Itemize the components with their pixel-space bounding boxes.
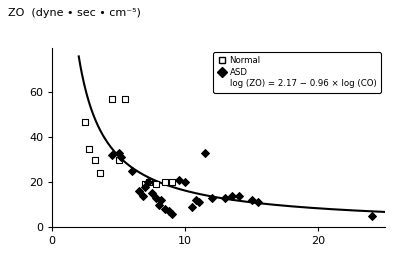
Point: [136, 189, 142, 193]
Point: [129, 169, 135, 173]
Point: [166, 209, 172, 213]
Point: [118, 155, 125, 159]
Point: [109, 97, 115, 101]
Point: [146, 180, 152, 184]
Point: [209, 196, 215, 200]
Point: [153, 196, 159, 200]
Point: [169, 180, 175, 184]
Point: [189, 205, 195, 209]
Point: [202, 151, 209, 155]
Point: [115, 158, 122, 162]
Point: [109, 153, 115, 157]
Point: [195, 200, 202, 204]
Point: [140, 194, 146, 198]
Point: [91, 158, 98, 162]
Point: [249, 198, 255, 202]
Point: [158, 198, 164, 202]
Point: [229, 194, 235, 198]
Point: [169, 211, 175, 216]
Point: [162, 207, 168, 211]
Point: [86, 146, 93, 150]
Point: [115, 151, 122, 155]
Point: [145, 180, 151, 184]
Point: [122, 97, 129, 101]
Text: ZO  (dyne • sec • cm⁻⁵): ZO (dyne • sec • cm⁻⁵): [8, 8, 141, 18]
Point: [369, 214, 375, 218]
Point: [182, 180, 188, 184]
Point: [156, 202, 162, 207]
Point: [82, 119, 89, 124]
Point: [175, 178, 182, 182]
Point: [255, 200, 262, 204]
Point: [97, 171, 103, 175]
Point: [142, 182, 148, 186]
Point: [149, 191, 155, 195]
Point: [193, 198, 199, 202]
Legend: Normal, ASD, log (ZO) = 2.17 − 0.96 × log (CO): Normal, ASD, log (ZO) = 2.17 − 0.96 × lo…: [213, 52, 381, 93]
Point: [235, 194, 242, 198]
Point: [222, 196, 229, 200]
Point: [142, 185, 148, 189]
Point: [162, 180, 168, 184]
Point: [153, 182, 159, 186]
